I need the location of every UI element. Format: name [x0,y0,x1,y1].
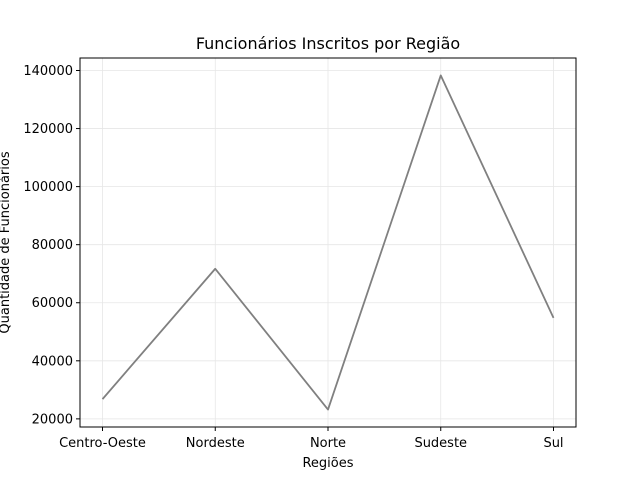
y-tick-label: 60000 [32,296,73,311]
x-tick-label: Sudeste [414,436,467,451]
y-tick-label: 140000 [23,64,73,79]
chart-title: Funcionários Inscritos por Região [196,34,460,53]
x-tick-label: Nordeste [186,436,245,451]
y-axis-ticks: 20000 40000 60000 80000 100000 120000 140000 [23,64,80,427]
y-tick-label: 100000 [23,180,73,195]
x-axis-label: Regiões [302,456,353,471]
y-tick-label: 20000 [32,412,73,427]
x-axis-ticks: Centro-Oeste Nordeste Norte Sudeste Sul [59,427,564,451]
x-tick-label: Sul [543,436,563,451]
y-tick-label: 80000 [32,238,73,253]
x-tick-label: Centro-Oeste [59,436,146,451]
series-layer [101,74,555,411]
y-axis-label: Quantidade de Funcionários [0,151,13,333]
series-line [101,74,555,411]
y-tick-label: 120000 [23,122,73,137]
x-tick-label: Norte [310,436,346,451]
grid-lines [80,58,576,427]
y-tick-label: 40000 [32,354,73,369]
